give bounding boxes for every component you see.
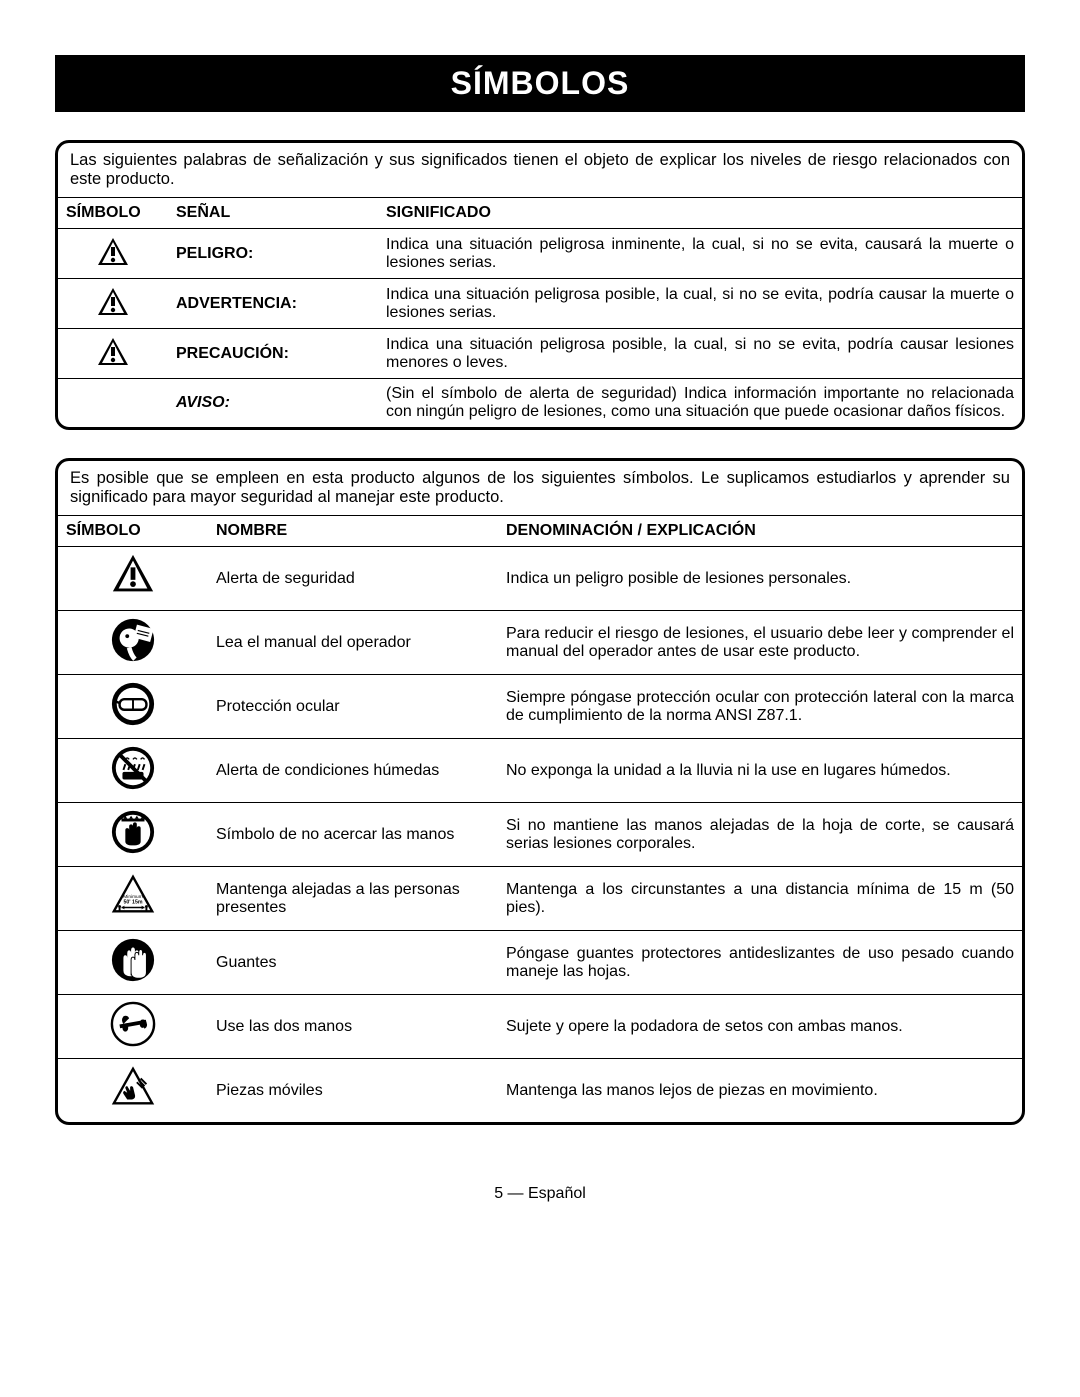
symbol-icon-cell	[58, 867, 208, 931]
symbol-intro: Es posible que se empleen en esta produc…	[58, 461, 1022, 515]
signal-icon-cell	[58, 329, 168, 379]
signal-intro: Las siguientes palabras de señalización …	[58, 143, 1022, 197]
alert-icon	[95, 335, 131, 367]
symbol-name: Protección ocular	[208, 675, 498, 739]
two-hands-icon	[109, 1001, 157, 1047]
symbol-row: Alerta de seguridadIndica un peligro pos…	[58, 547, 1022, 611]
no-rain-icon	[109, 745, 157, 791]
signal-row: AVISO:(Sin el símbolo de alerta de segur…	[58, 379, 1022, 428]
signal-meaning: (Sin el símbolo de alerta de seguridad) …	[378, 379, 1022, 428]
signal-label: PRECAUCIÓN:	[168, 329, 378, 379]
symbol-explanation: Indica un peligro posible de lesiones pe…	[498, 547, 1022, 611]
signal-hdr-meaning: SIGNIFICADO	[378, 198, 1022, 229]
symbol-name: Alerta de condiciones húmedas	[208, 739, 498, 803]
symbol-icon-cell	[58, 675, 208, 739]
page-footer: 5 — Español	[55, 1185, 1025, 1203]
signal-icon-cell	[58, 229, 168, 279]
symbol-name: Lea el manual del operador	[208, 611, 498, 675]
signal-row: PELIGRO:Indica una situación peligrosa i…	[58, 229, 1022, 279]
signal-meaning: Indica una situación peligrosa inminente…	[378, 229, 1022, 279]
symbol-explanation: Póngase guantes protectores antideslizan…	[498, 931, 1022, 995]
symbol-header-row: SÍMBOLO NOMBRE DENOMINACIÓN / EXPLICACIÓ…	[58, 516, 1022, 547]
alert-icon	[95, 285, 131, 317]
signal-meaning: Indica una situación peligrosa posible, …	[378, 279, 1022, 329]
symbol-icon-cell	[58, 995, 208, 1059]
signal-words-box: Las siguientes palabras de señalización …	[55, 140, 1025, 430]
symbol-icon-cell	[58, 1059, 208, 1123]
symbol-name: Símbolo de no acercar las manos	[208, 803, 498, 867]
signal-icon-cell	[58, 279, 168, 329]
symbol-hdr-explanation: DENOMINACIÓN / EXPLICACIÓN	[498, 516, 1022, 547]
eye-protection-icon	[109, 681, 157, 727]
symbol-name: Mantenga alejadas a las personas present…	[208, 867, 498, 931]
signal-meaning: Indica una situación peligrosa posible, …	[378, 329, 1022, 379]
symbol-explanation: Sujete y opere la podadora de setos con …	[498, 995, 1022, 1059]
symbol-row: GuantesPóngase guantes protectores antid…	[58, 931, 1022, 995]
symbol-row: Use las dos manosSujete y opere la podad…	[58, 995, 1022, 1059]
symbol-explanation: Para reducir el riesgo de lesiones, el u…	[498, 611, 1022, 675]
symbol-explanation: Mantenga las manos lejos de piezas en mo…	[498, 1059, 1022, 1123]
symbol-explanation: No exponga la unidad a la lluvia ni la u…	[498, 739, 1022, 803]
symbol-name: Guantes	[208, 931, 498, 995]
gloves-icon	[109, 937, 157, 983]
signal-header-row: SÍMBOLO SEÑAL SIGNIFICADO	[58, 198, 1022, 229]
moving-parts-icon	[109, 1065, 157, 1111]
symbol-row: Símbolo de no acercar las manosSi no man…	[58, 803, 1022, 867]
symbol-explanation: Siempre póngase protección ocular con pr…	[498, 675, 1022, 739]
symbol-table: SÍMBOLO NOMBRE DENOMINACIÓN / EXPLICACIÓ…	[58, 515, 1022, 1122]
keep-away-icon	[109, 873, 157, 919]
signal-label: PELIGRO:	[168, 229, 378, 279]
symbol-row: Protección ocularSiempre póngase protecc…	[58, 675, 1022, 739]
symbol-row: Alerta de condiciones húmedasNo exponga …	[58, 739, 1022, 803]
symbol-name: Alerta de seguridad	[208, 547, 498, 611]
signal-hdr-signal: SEÑAL	[168, 198, 378, 229]
symbol-row: Mantenga alejadas a las personas present…	[58, 867, 1022, 931]
symbol-icon-cell	[58, 547, 208, 611]
symbol-explanation: Mantenga a los circunstantes a una dista…	[498, 867, 1022, 931]
read-manual-icon	[109, 617, 157, 663]
signal-hdr-symbol: SÍMBOLO	[58, 198, 168, 229]
symbol-row: Piezas móvilesMantenga las manos lejos d…	[58, 1059, 1022, 1123]
symbol-icon-cell	[58, 803, 208, 867]
symbol-hdr-name: NOMBRE	[208, 516, 498, 547]
signal-table: SÍMBOLO SEÑAL SIGNIFICADO PELIGRO:Indica…	[58, 197, 1022, 427]
symbol-name: Use las dos manos	[208, 995, 498, 1059]
symbol-name: Piezas móviles	[208, 1059, 498, 1123]
alert-triangle-icon	[109, 553, 157, 599]
signal-label: AVISO:	[168, 379, 378, 428]
signal-row: PRECAUCIÓN:Indica una situación peligros…	[58, 329, 1022, 379]
signal-label: ADVERTENCIA:	[168, 279, 378, 329]
signal-row: ADVERTENCIA:Indica una situación peligro…	[58, 279, 1022, 329]
page-title: SÍMBOLOS	[55, 55, 1025, 112]
symbol-icon-cell	[58, 931, 208, 995]
alert-icon	[95, 235, 131, 267]
symbols-box: Es posible que se empleen en esta produc…	[55, 458, 1025, 1125]
symbol-row: Lea el manual del operadorPara reducir e…	[58, 611, 1022, 675]
symbol-hdr-symbol: SÍMBOLO	[58, 516, 208, 547]
signal-icon-cell	[58, 379, 168, 428]
symbol-icon-cell	[58, 611, 208, 675]
symbol-explanation: Si no mantiene las manos alejadas de la …	[498, 803, 1022, 867]
no-hands-icon	[109, 809, 157, 855]
symbol-icon-cell	[58, 739, 208, 803]
